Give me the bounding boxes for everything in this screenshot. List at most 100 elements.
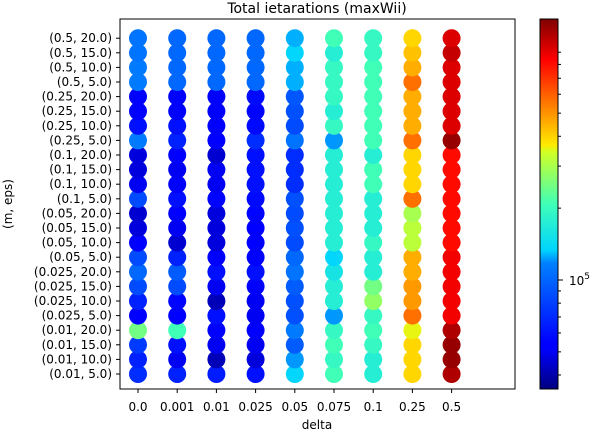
data-point xyxy=(246,335,265,354)
data-point xyxy=(364,365,383,383)
data-point xyxy=(403,131,422,150)
data-point xyxy=(285,43,304,62)
data-point xyxy=(285,350,304,369)
data-point xyxy=(403,219,422,237)
data-point xyxy=(207,306,226,325)
data-point xyxy=(442,87,461,106)
data-point xyxy=(246,102,265,121)
data-point xyxy=(285,335,304,354)
data-point xyxy=(403,102,422,121)
data-point xyxy=(364,248,383,267)
data-point xyxy=(364,262,383,281)
data-point xyxy=(207,262,226,281)
data-point xyxy=(364,277,383,296)
data-point xyxy=(285,87,304,106)
data-point xyxy=(246,29,265,48)
data-point xyxy=(325,335,343,354)
chart-title: Total ietarations (maxWii) xyxy=(226,1,406,17)
data-point xyxy=(325,204,343,223)
y-axis-ticks: (0.01, 5.0)(0.01, 10.0)(0.01, 15.0)(0.01… xyxy=(34,31,120,381)
data-point xyxy=(403,262,422,281)
data-point xyxy=(207,277,226,296)
data-point xyxy=(207,248,226,267)
data-point xyxy=(168,131,187,150)
data-point xyxy=(364,306,383,325)
data-point xyxy=(403,58,422,77)
data-point xyxy=(129,43,147,62)
y-tick-label: (0.25, 20.0) xyxy=(42,90,112,104)
data-point xyxy=(246,350,265,369)
data-point xyxy=(325,277,343,296)
data-point xyxy=(403,204,422,223)
data-point xyxy=(442,350,461,369)
data-point xyxy=(129,175,147,194)
data-point xyxy=(285,189,304,208)
data-point xyxy=(207,87,226,106)
data-point xyxy=(364,87,383,106)
data-point xyxy=(246,219,265,237)
colorbar-tick-label: 105 xyxy=(569,272,590,288)
data-point xyxy=(325,262,343,281)
data-point xyxy=(285,58,304,77)
x-tick-label: 0.5 xyxy=(442,400,461,414)
data-point xyxy=(129,58,147,77)
data-point xyxy=(246,292,265,310)
data-point xyxy=(442,189,461,208)
data-point xyxy=(129,350,147,369)
data-point xyxy=(129,160,147,179)
data-point xyxy=(129,233,147,252)
data-point xyxy=(285,146,304,164)
data-point xyxy=(168,277,187,296)
y-tick-label: (0.01, 5.0) xyxy=(49,367,112,381)
colorbar xyxy=(539,18,559,390)
data-point xyxy=(403,116,422,135)
data-point xyxy=(325,131,343,150)
data-point xyxy=(325,87,343,106)
data-point xyxy=(325,146,343,164)
data-point xyxy=(246,160,265,179)
data-point xyxy=(207,321,226,340)
data-point xyxy=(325,29,343,48)
data-point xyxy=(285,277,304,296)
data-point xyxy=(207,219,226,237)
data-point xyxy=(442,204,461,223)
data-point xyxy=(246,116,265,135)
data-point xyxy=(207,146,226,164)
data-point xyxy=(325,292,343,310)
data-point xyxy=(207,43,226,62)
data-point xyxy=(442,73,461,91)
data-point xyxy=(207,175,226,194)
data-point xyxy=(246,131,265,150)
data-point xyxy=(364,175,383,194)
data-point xyxy=(442,277,461,296)
data-points xyxy=(129,29,461,383)
data-point xyxy=(129,335,147,354)
data-point xyxy=(168,58,187,77)
y-tick-label: (0.05, 15.0) xyxy=(42,221,112,235)
data-point xyxy=(246,248,265,267)
data-point xyxy=(285,248,304,267)
y-tick-label: (0.1, 15.0) xyxy=(49,163,112,177)
data-point xyxy=(364,219,383,237)
data-point xyxy=(285,321,304,340)
data-point xyxy=(325,321,343,340)
data-point xyxy=(168,204,187,223)
data-point xyxy=(364,350,383,369)
data-point xyxy=(442,365,461,383)
data-point xyxy=(129,248,147,267)
data-point xyxy=(364,131,383,150)
data-point xyxy=(168,248,187,267)
data-point xyxy=(129,306,147,325)
data-point xyxy=(364,102,383,121)
y-tick-label: (0.05, 10.0) xyxy=(42,236,112,250)
data-point xyxy=(325,102,343,121)
data-point xyxy=(168,160,187,179)
y-tick-label: (0.01, 20.0) xyxy=(42,323,112,337)
y-tick-label: (0.025, 5.0) xyxy=(42,309,112,323)
data-point xyxy=(442,102,461,121)
data-point xyxy=(207,204,226,223)
data-point xyxy=(364,292,383,310)
data-point xyxy=(207,131,226,150)
x-tick-label: 0.001 xyxy=(160,400,194,414)
plot-frame xyxy=(119,18,516,390)
